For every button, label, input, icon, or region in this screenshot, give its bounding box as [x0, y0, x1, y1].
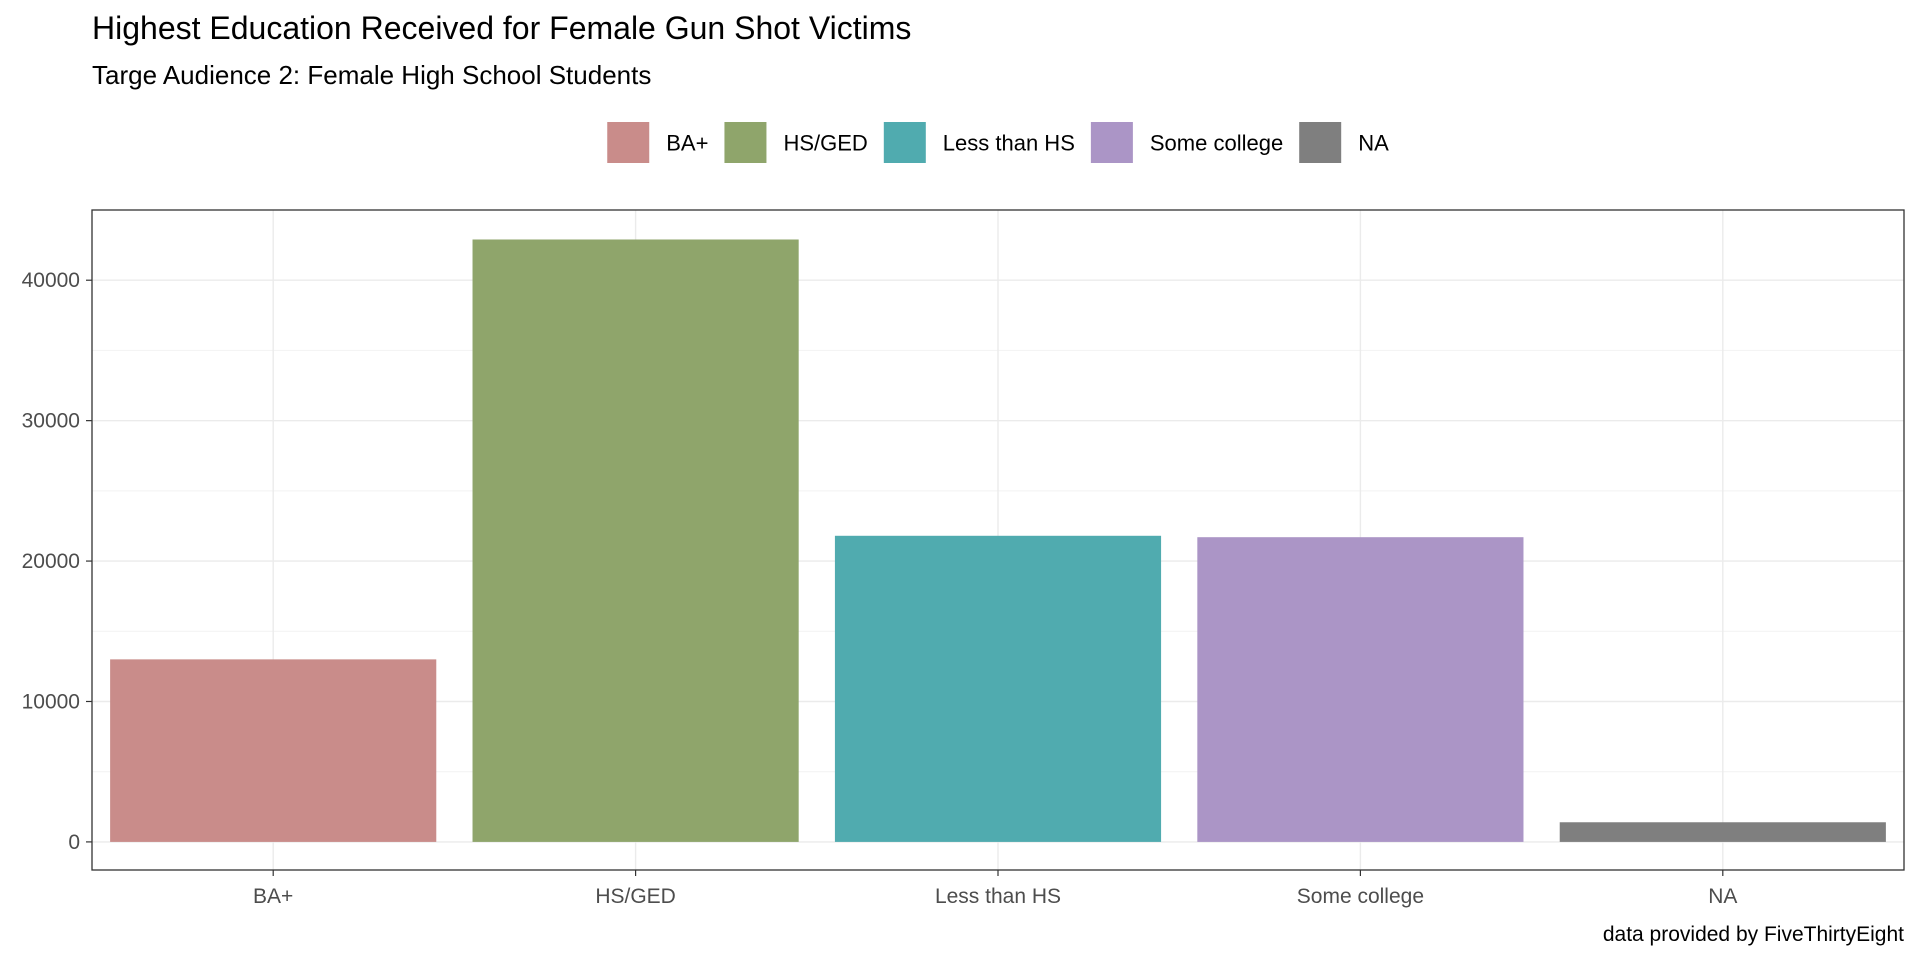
y-tick-label: 20000: [22, 550, 80, 573]
legend-item: Some college: [1090, 122, 1283, 163]
legend-item: Less than HS: [883, 122, 1075, 163]
legend: BA+ HS/GED Less than HS Some college NA: [607, 122, 1389, 163]
legend-item: HS/GED: [724, 122, 868, 163]
x-axis: BA+ HS/GED Less than HS Some college NA: [253, 870, 1737, 908]
legend-swatch: [724, 122, 767, 163]
legend-label: BA+: [666, 131, 708, 156]
chart-subtitle: Targe Audience 2: Female High School Stu…: [92, 60, 651, 90]
y-tick-label: 40000: [22, 269, 80, 292]
legend-label: Less than HS: [943, 131, 1075, 156]
bar-some-college: [1197, 537, 1524, 842]
y-tick-label: 0: [68, 831, 80, 854]
y-tick-label: 10000: [22, 690, 80, 713]
x-tick-label: HS/GED: [595, 885, 676, 908]
chart-title: Highest Education Received for Female Gu…: [92, 10, 911, 46]
bar-ba: [110, 659, 437, 842]
legend-label: Some college: [1150, 131, 1283, 156]
legend-swatch: [883, 122, 926, 163]
bar-na: [1559, 822, 1886, 842]
x-tick-label: Less than HS: [935, 885, 1061, 908]
bar-hs-ged: [472, 239, 799, 842]
bars: [110, 239, 1886, 842]
legend-swatch: [1090, 122, 1133, 163]
x-tick-label: Some college: [1297, 885, 1424, 908]
y-axis: 0 10000 20000 30000 40000: [22, 269, 92, 854]
y-tick-label: 30000: [22, 410, 80, 433]
legend-item: NA: [1299, 122, 1389, 163]
legend-swatch: [1299, 122, 1342, 163]
legend-label: NA: [1358, 131, 1389, 156]
plot-area: [91, 209, 1905, 871]
legend-swatch: [607, 122, 650, 163]
chart-caption: data provided by FiveThirtyEight: [1603, 923, 1904, 946]
legend-item: BA+: [607, 122, 708, 163]
x-tick-label: BA+: [253, 885, 293, 908]
bar-less-than-hs: [834, 535, 1162, 842]
x-tick-label: NA: [1708, 885, 1737, 908]
legend-label: HS/GED: [783, 131, 867, 156]
